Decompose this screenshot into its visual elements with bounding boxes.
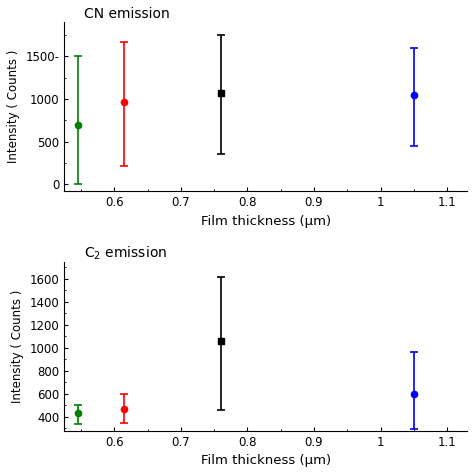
Y-axis label: Intensity ( Counts ): Intensity ( Counts ) bbox=[7, 50, 20, 164]
X-axis label: Film thickness (μm): Film thickness (μm) bbox=[201, 454, 331, 467]
X-axis label: Film thickness (μm): Film thickness (μm) bbox=[201, 215, 331, 228]
Text: C$_2$ emission: C$_2$ emission bbox=[84, 244, 168, 262]
Y-axis label: Intensity ( Counts ): Intensity ( Counts ) bbox=[11, 290, 24, 403]
Text: CN emission: CN emission bbox=[84, 7, 170, 21]
